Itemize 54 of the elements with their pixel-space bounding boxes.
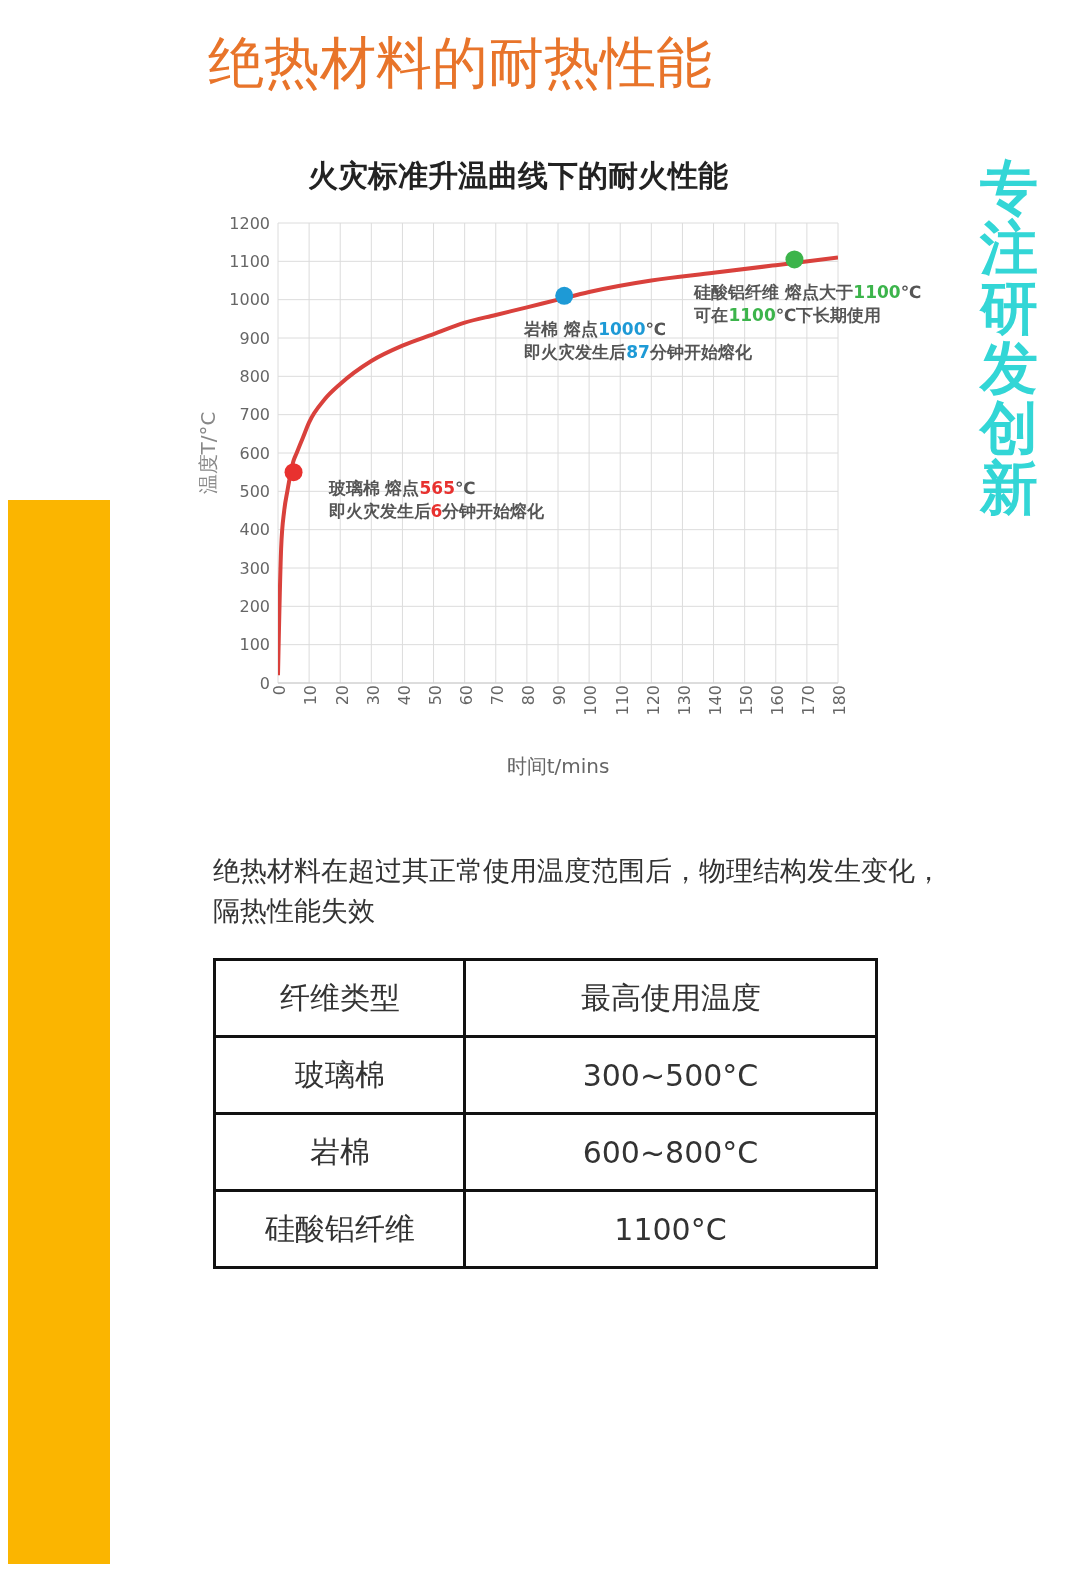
x-tick-label: 120 <box>643 685 663 716</box>
y-tick-label: 700 <box>239 405 270 425</box>
x-tick-label: 130 <box>674 685 694 716</box>
y-tick-label: 300 <box>239 558 270 578</box>
chart-title: 绝热材料的耐热性能 <box>208 29 712 97</box>
y-tick-label: 800 <box>239 367 270 387</box>
x-tick-label: 10 <box>301 685 321 706</box>
annotation: 玻璃棉 熔点565℃ <box>328 478 476 499</box>
annotation: 即火灾发生后87分钟开始熔化 <box>524 341 752 362</box>
x-tick-label: 30 <box>363 685 383 706</box>
y-tick-label: 1200 <box>229 213 270 233</box>
x-tick-label: 160 <box>768 685 788 716</box>
annotation: 可在1100℃下长期使用 <box>694 305 882 326</box>
x-tick-label: 140 <box>705 685 725 716</box>
text: 最高使用温度 <box>464 959 877 1037</box>
text: 1100°C <box>464 1190 877 1268</box>
y-axis-title: 温度T/°C <box>196 411 221 495</box>
x-tick-label: 70 <box>488 685 508 706</box>
x-tick-label: 60 <box>457 685 477 706</box>
x-tick-label: 0 <box>270 685 290 696</box>
x-axis-title: 时间t/mins <box>506 754 610 778</box>
y-tick-label: 900 <box>239 328 270 348</box>
x-tick-label: 40 <box>394 685 414 706</box>
x-tick-label: 150 <box>737 685 757 716</box>
text: 专注研发创新 <box>980 154 1039 522</box>
x-tick-label: 110 <box>612 685 632 716</box>
y-tick-label: 200 <box>239 597 270 617</box>
annotation: 岩棉 熔点1000℃ <box>524 318 667 339</box>
y-tick-label: 500 <box>239 482 270 502</box>
text: 硅酸铝纤维 <box>214 1190 465 1268</box>
text: 300~500°C <box>464 1036 877 1114</box>
x-tick-label: 170 <box>799 685 819 716</box>
annotation: 硅酸铝纤维 熔点大于1100℃ <box>694 282 922 303</box>
text: 600~800°C <box>464 1113 877 1191</box>
text: 绝热材料在超过其正常使用温度范围后，物理结构发生变化，隔热性能失效 <box>213 854 943 928</box>
y-tick-label: 1000 <box>229 290 270 310</box>
y-tick-label: 100 <box>239 635 270 655</box>
x-tick-label: 180 <box>830 685 850 716</box>
chart-subtitle: 火灾标准升温曲线下的耐火性能 <box>307 157 729 195</box>
y-tick-label: 600 <box>239 443 270 463</box>
annotation: 即火灾发生后6分钟开始熔化 <box>328 501 545 522</box>
x-tick-label: 20 <box>332 685 352 706</box>
point <box>785 250 804 269</box>
text: 纤维类型 <box>214 959 465 1037</box>
x-tick-label: 50 <box>425 685 445 706</box>
x-tick-label: 100 <box>581 685 601 716</box>
text: 岩棉 <box>214 1113 465 1191</box>
point <box>284 463 303 482</box>
x-tick-label: 80 <box>519 685 539 706</box>
point <box>555 286 574 305</box>
text: 玻璃棉 <box>214 1036 465 1114</box>
y-tick-label: 1100 <box>229 252 270 272</box>
x-tick-label: 90 <box>550 685 570 706</box>
y-tick-label: 400 <box>239 520 270 540</box>
